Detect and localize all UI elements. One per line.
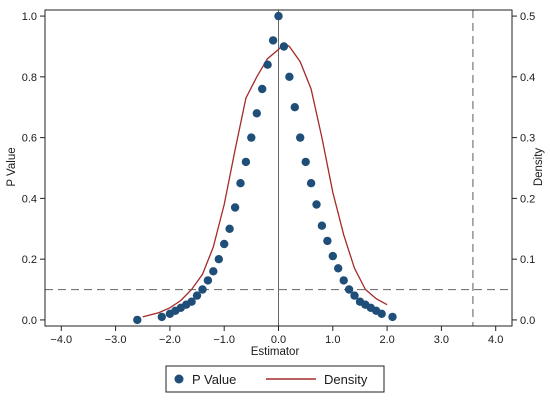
legend-marker-p-value [174, 374, 184, 384]
x-tick-label: 1.0 [325, 334, 340, 346]
p-value-point [157, 312, 166, 322]
p-value-point [220, 239, 229, 249]
p-value-point [388, 312, 397, 322]
x-tick-label: 0.0 [271, 334, 286, 346]
p-value-point [301, 157, 310, 167]
p-value-point [339, 276, 348, 285]
p-value-point [306, 179, 316, 188]
x-axis: −4.0 −3.0 −2.0 −1.0 0.0 1.0 2.0 3.0 4.0 [50, 326, 503, 346]
legend: P Value Density [165, 365, 385, 393]
p-value-point [187, 297, 196, 306]
p-value-point [290, 103, 299, 112]
y-left-tick-label: 0.8 [22, 72, 37, 84]
p-value-point [252, 109, 261, 118]
p-value-point [323, 236, 332, 246]
p-value-point [328, 251, 337, 261]
x-tick-label: −2.0 [159, 334, 181, 346]
legend-label-p-value: P Value [192, 372, 236, 387]
x-tick-label: 2.0 [379, 334, 394, 346]
p-value-point [236, 179, 245, 188]
x-tick-label: −1.0 [213, 334, 235, 346]
p-value-point [225, 224, 234, 233]
plot-area [44, 9, 513, 327]
p-value-point [285, 72, 294, 82]
reference-lines [45, 10, 512, 326]
p-value-point [241, 157, 251, 167]
y-right-tick-label: 0.3 [520, 133, 535, 145]
p-value-point [263, 60, 272, 69]
p-value-point [344, 285, 354, 294]
p-value-point [203, 276, 213, 285]
p-value-point [274, 11, 283, 21]
y-axis-right-title: Density [533, 148, 545, 187]
x-tick-label: 3.0 [434, 334, 449, 346]
y-right-tick-label: 0.4 [520, 72, 535, 84]
p-value-point [312, 200, 321, 209]
x-axis-title: Estimator [251, 346, 300, 358]
p-value-point [268, 36, 278, 45]
y-axis-right: 0.0 0.1 0.2 0.3 0.4 0.5 [512, 11, 535, 327]
p-value-point [258, 84, 267, 94]
y-left-tick-label: 1.0 [22, 11, 37, 23]
y-right-tick-label: 0.1 [520, 254, 535, 266]
y-right-tick-label: 0.5 [520, 11, 535, 23]
y-left-tick-label: 0.6 [22, 133, 37, 145]
p-value-point [209, 267, 218, 276]
p-value-point [334, 264, 343, 273]
p-value-point [133, 315, 142, 325]
p-value-point [317, 221, 327, 230]
p-value-point [377, 309, 386, 318]
p-value-point [214, 255, 223, 264]
x-tick-label: 4.0 [488, 334, 503, 346]
legend-label-density: Density [324, 372, 368, 387]
y-axis-left-title: P Value [6, 147, 18, 186]
p-value-point [230, 203, 240, 212]
p-value-point [198, 285, 207, 294]
p-value-point [247, 133, 256, 142]
density-line [142, 42, 388, 318]
y-right-tick-label: 0.0 [520, 315, 535, 327]
y-left-tick-label: 0.4 [22, 193, 37, 205]
p-value-point [350, 291, 359, 300]
y-right-tick-label: 0.2 [520, 193, 535, 205]
p-value-point [296, 133, 305, 142]
p-value-point [192, 291, 202, 300]
p-value-points [133, 11, 397, 325]
x-tick-label: −4.0 [50, 334, 72, 346]
y-axis-left: 0.0 0.2 0.4 0.6 0.8 1.0 [22, 11, 45, 327]
y-left-tick-label: 0.2 [22, 254, 37, 266]
y-left-tick-label: 0.0 [22, 315, 37, 327]
p-value-point [279, 42, 289, 51]
x-tick-label: −3.0 [105, 334, 127, 346]
